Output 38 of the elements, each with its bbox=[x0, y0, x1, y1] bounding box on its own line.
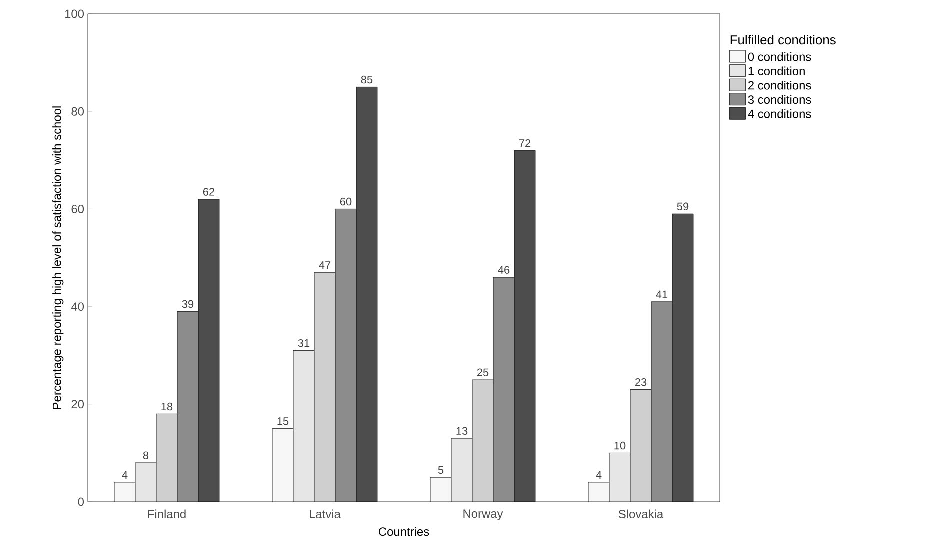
legend-label: 0 conditions bbox=[748, 52, 812, 62]
data-label: 8 bbox=[143, 452, 149, 460]
y-tick-label: 80 bbox=[72, 107, 84, 116]
data-label: 39 bbox=[182, 300, 194, 308]
data-label: 72 bbox=[519, 139, 531, 148]
data-label: 85 bbox=[361, 76, 373, 84]
legend-label: 4 conditions bbox=[748, 110, 812, 118]
y-tick-label: 100 bbox=[65, 10, 84, 18]
x-tick-label: Norway bbox=[464, 510, 504, 520]
x-axis-title: Countries bbox=[379, 527, 430, 536]
data-label: 47 bbox=[319, 262, 331, 270]
y-tick-label: 0 bbox=[78, 498, 84, 506]
y-tick-label: 20 bbox=[72, 400, 84, 409]
data-label: 60 bbox=[340, 198, 352, 206]
data-label: 62 bbox=[203, 188, 215, 196]
data-label: 18 bbox=[162, 402, 173, 411]
data-label: 31 bbox=[298, 339, 310, 348]
legend-label: 2 conditions bbox=[748, 81, 812, 90]
data-label: 4 bbox=[596, 471, 602, 479]
data-label: 4 bbox=[122, 471, 128, 479]
data-label: 15 bbox=[278, 418, 289, 426]
data-label: 59 bbox=[677, 202, 689, 211]
x-tick-label: Slovakia bbox=[618, 510, 664, 519]
legend-label: 1 condition bbox=[748, 66, 805, 76]
y-tick-label: 40 bbox=[71, 302, 84, 312]
data-label: 13 bbox=[456, 427, 468, 436]
data-label: 25 bbox=[477, 368, 489, 376]
data-label: 46 bbox=[498, 266, 510, 274]
data-label: 10 bbox=[614, 442, 626, 450]
y-tick-label: 60 bbox=[72, 204, 84, 214]
data-label: 23 bbox=[635, 378, 647, 386]
data-label: 5 bbox=[438, 466, 444, 474]
y-axis-title: Percentage reporting high level of satisfaction with school bbox=[52, 106, 64, 410]
legend-label: 3 conditions bbox=[748, 95, 812, 104]
legend-title: Fulfilled conditions bbox=[730, 35, 836, 45]
data-label: 41 bbox=[656, 290, 668, 298]
x-tick-label: Finland bbox=[148, 510, 186, 519]
x-tick-label: Latvia bbox=[310, 510, 341, 519]
